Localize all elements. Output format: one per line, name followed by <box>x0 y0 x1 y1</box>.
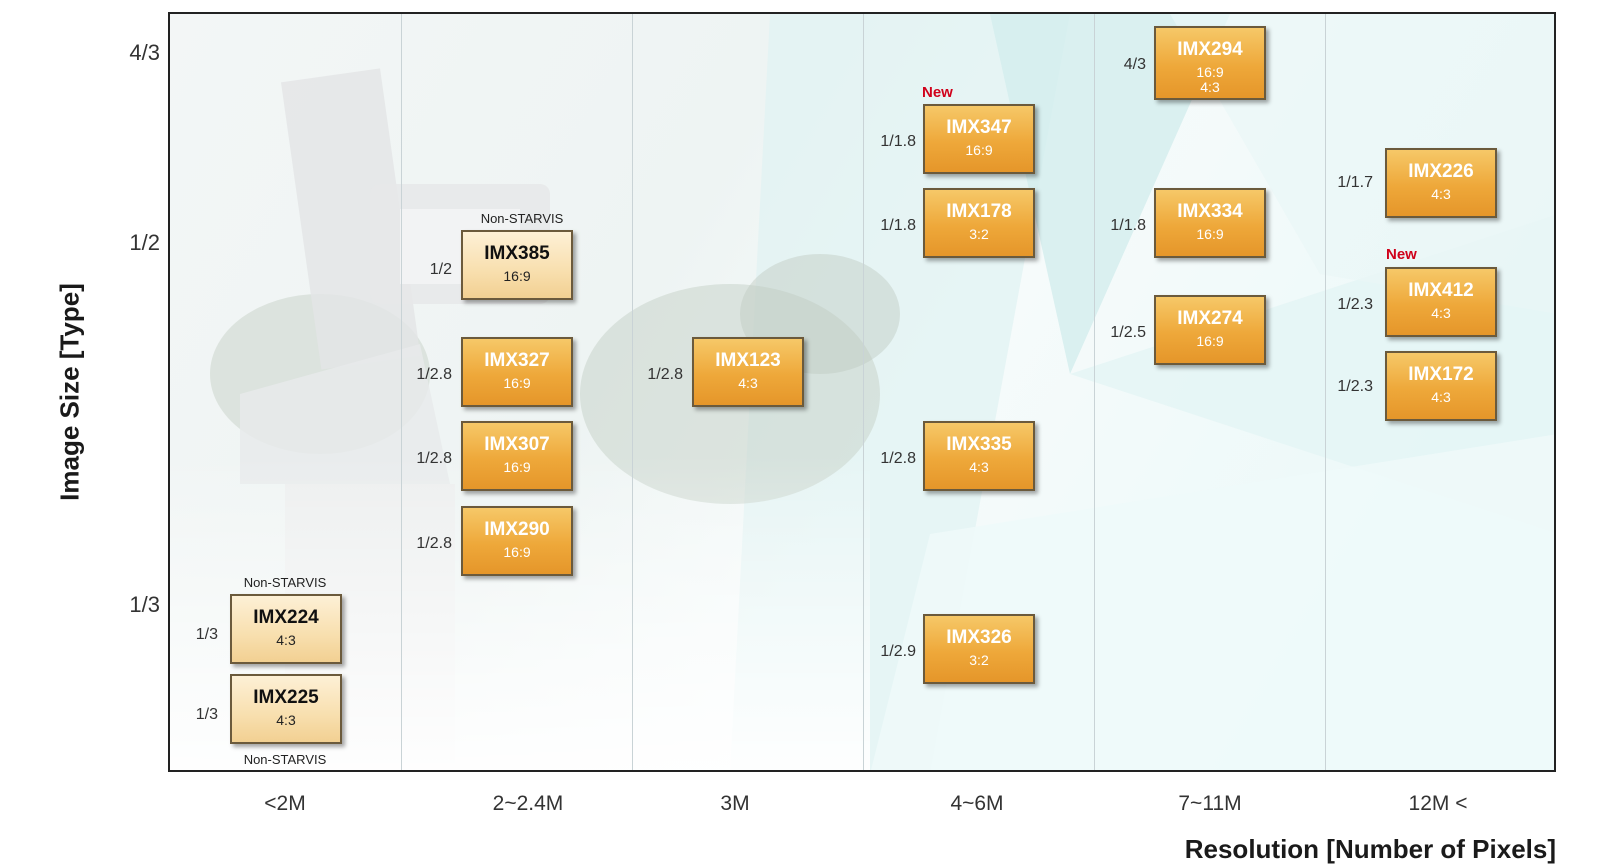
sensor-aspect-ratio: 4:3 <box>276 712 296 728</box>
sensor-aspect-ratio-secondary: 4:3 <box>1200 79 1220 95</box>
sensor-name: IMX334 <box>1177 201 1243 222</box>
sensor-chip-imx172[interactable]: IMX172 4:3 <box>1385 351 1497 421</box>
sensor-aspect-ratio: 4:3 <box>1431 389 1451 405</box>
size-label-imx326: 1/2.9 <box>880 643 916 660</box>
column-divider <box>1325 14 1326 770</box>
non-starvis-note: Non-STARVIS <box>480 211 564 226</box>
x-tick-2-2.4m: 2~2.4M <box>492 792 564 815</box>
column-divider <box>863 14 864 770</box>
sensor-name: IMX412 <box>1408 280 1474 301</box>
size-label-imx290: 1/2.8 <box>416 535 452 552</box>
sensor-chip-imx225[interactable]: IMX225 4:3 <box>230 674 342 744</box>
sensor-aspect-ratio: 16:9 <box>503 375 531 391</box>
size-label-imx172: 1/2.3 <box>1337 378 1373 395</box>
sensor-aspect-ratio: 16:9 <box>1196 64 1224 80</box>
y-tick-4-3: 4/3 <box>129 40 160 65</box>
sensor-chip-imx334[interactable]: IMX334 16:9 <box>1154 188 1266 258</box>
size-label-imx294: 4/3 <box>1123 56 1146 73</box>
size-label-imx385: 1/2 <box>429 261 452 278</box>
non-starvis-note: Non-STARVIS <box>243 575 327 590</box>
sensor-chip-imx307[interactable]: IMX307 16:9 <box>461 421 573 491</box>
column-divider <box>632 14 633 770</box>
sensor-name: IMX225 <box>253 687 319 708</box>
sensor-name: IMX224 <box>253 607 319 628</box>
sensor-aspect-ratio: 16:9 <box>965 142 993 158</box>
size-label-imx334: 1/1.8 <box>1110 217 1146 234</box>
sensor-name: IMX226 <box>1408 161 1474 182</box>
size-label-imx307: 1/2.8 <box>416 450 452 467</box>
size-label-imx274: 1/2.5 <box>1110 324 1146 341</box>
sensor-name: IMX327 <box>484 350 550 371</box>
column-divider <box>1094 14 1095 770</box>
sensor-name: IMX123 <box>715 350 781 371</box>
sensor-name: IMX326 <box>946 627 1012 648</box>
sensor-aspect-ratio: 16:9 <box>503 459 531 475</box>
y-axis-title: Image Size [Type] <box>54 283 85 501</box>
sensor-chip-imx335[interactable]: IMX335 4:3 <box>923 421 1035 491</box>
sensor-name: IMX385 <box>484 243 550 264</box>
sensor-chip-imx327[interactable]: IMX327 16:9 <box>461 337 573 407</box>
sensor-name: IMX294 <box>1177 39 1243 60</box>
sensor-aspect-ratio: 4:3 <box>738 375 758 391</box>
sensor-name: IMX290 <box>484 519 550 540</box>
sensor-chip-imx123[interactable]: IMX123 4:3 <box>692 337 804 407</box>
sensor-aspect-ratio: 16:9 <box>503 544 531 560</box>
sensor-name: IMX347 <box>946 117 1012 138</box>
size-label-imx335: 1/2.8 <box>880 450 916 467</box>
x-tick-4-6m: 4~6M <box>950 792 1004 815</box>
size-label-imx225: 1/3 <box>195 706 218 723</box>
size-label-imx224: 1/3 <box>195 626 218 643</box>
x-tick-7-11m: 7~11M <box>1178 792 1242 815</box>
column-divider <box>401 14 402 770</box>
size-label-imx412: 1/2.3 <box>1337 296 1373 313</box>
size-label-imx226: 1/1.7 <box>1337 174 1373 191</box>
sensor-chip-imx326[interactable]: IMX326 3:2 <box>923 614 1035 684</box>
sensor-chip-imx290[interactable]: IMX290 16:9 <box>461 506 573 576</box>
sensor-aspect-ratio: 16:9 <box>503 268 531 284</box>
new-badge: New <box>1386 246 1417 263</box>
sensor-aspect-ratio: 4:3 <box>276 632 296 648</box>
x-axis-title: Resolution [Number of Pixels] <box>1184 834 1556 864</box>
sensor-chip-imx178[interactable]: IMX178 3:2 <box>923 188 1035 258</box>
sensor-aspect-ratio: 16:9 <box>1196 226 1224 242</box>
sensor-chip-imx274[interactable]: IMX274 16:9 <box>1154 295 1266 365</box>
sensor-chip-imx347[interactable]: IMX347 16:9 <box>923 104 1035 174</box>
sensor-chip-imx224[interactable]: IMX224 4:3 <box>230 594 342 664</box>
non-starvis-note: Non-STARVIS <box>243 752 327 767</box>
new-badge: New <box>922 84 953 101</box>
x-tick-under-2m: <2M <box>264 792 306 815</box>
y-tick-1-3: 1/3 <box>129 592 160 617</box>
x-tick-3m: 3M <box>720 792 750 815</box>
sensor-chip-imx412[interactable]: IMX412 4:3 <box>1385 267 1497 337</box>
sensor-name: IMX307 <box>484 434 550 455</box>
size-label-imx347: 1/1.8 <box>880 133 916 150</box>
size-label-imx327: 1/2.8 <box>416 366 452 383</box>
sensor-aspect-ratio: 4:3 <box>1431 305 1451 321</box>
size-label-imx123: 1/2.8 <box>647 366 683 383</box>
sensor-name: IMX178 <box>946 201 1012 222</box>
sensor-name: IMX274 <box>1177 308 1243 329</box>
sensor-chip-imx294[interactable]: IMX294 16:9 4:3 <box>1154 26 1266 100</box>
size-label-imx178: 1/1.8 <box>880 217 916 234</box>
y-tick-1-2: 1/2 <box>129 230 160 255</box>
sensor-name: IMX172 <box>1408 364 1474 385</box>
sensor-aspect-ratio: 3:2 <box>969 226 989 242</box>
sensor-chip-imx385[interactable]: IMX385 16:9 <box>461 230 573 300</box>
sensor-chip-imx226[interactable]: IMX226 4:3 <box>1385 148 1497 218</box>
x-tick-12m-plus: 12M < <box>1408 792 1468 815</box>
sensor-name: IMX335 <box>946 434 1012 455</box>
sensor-aspect-ratio: 4:3 <box>1431 186 1451 202</box>
sensor-aspect-ratio: 4:3 <box>969 459 989 475</box>
sensor-aspect-ratio: 16:9 <box>1196 333 1224 349</box>
sensor-aspect-ratio: 3:2 <box>969 652 989 668</box>
